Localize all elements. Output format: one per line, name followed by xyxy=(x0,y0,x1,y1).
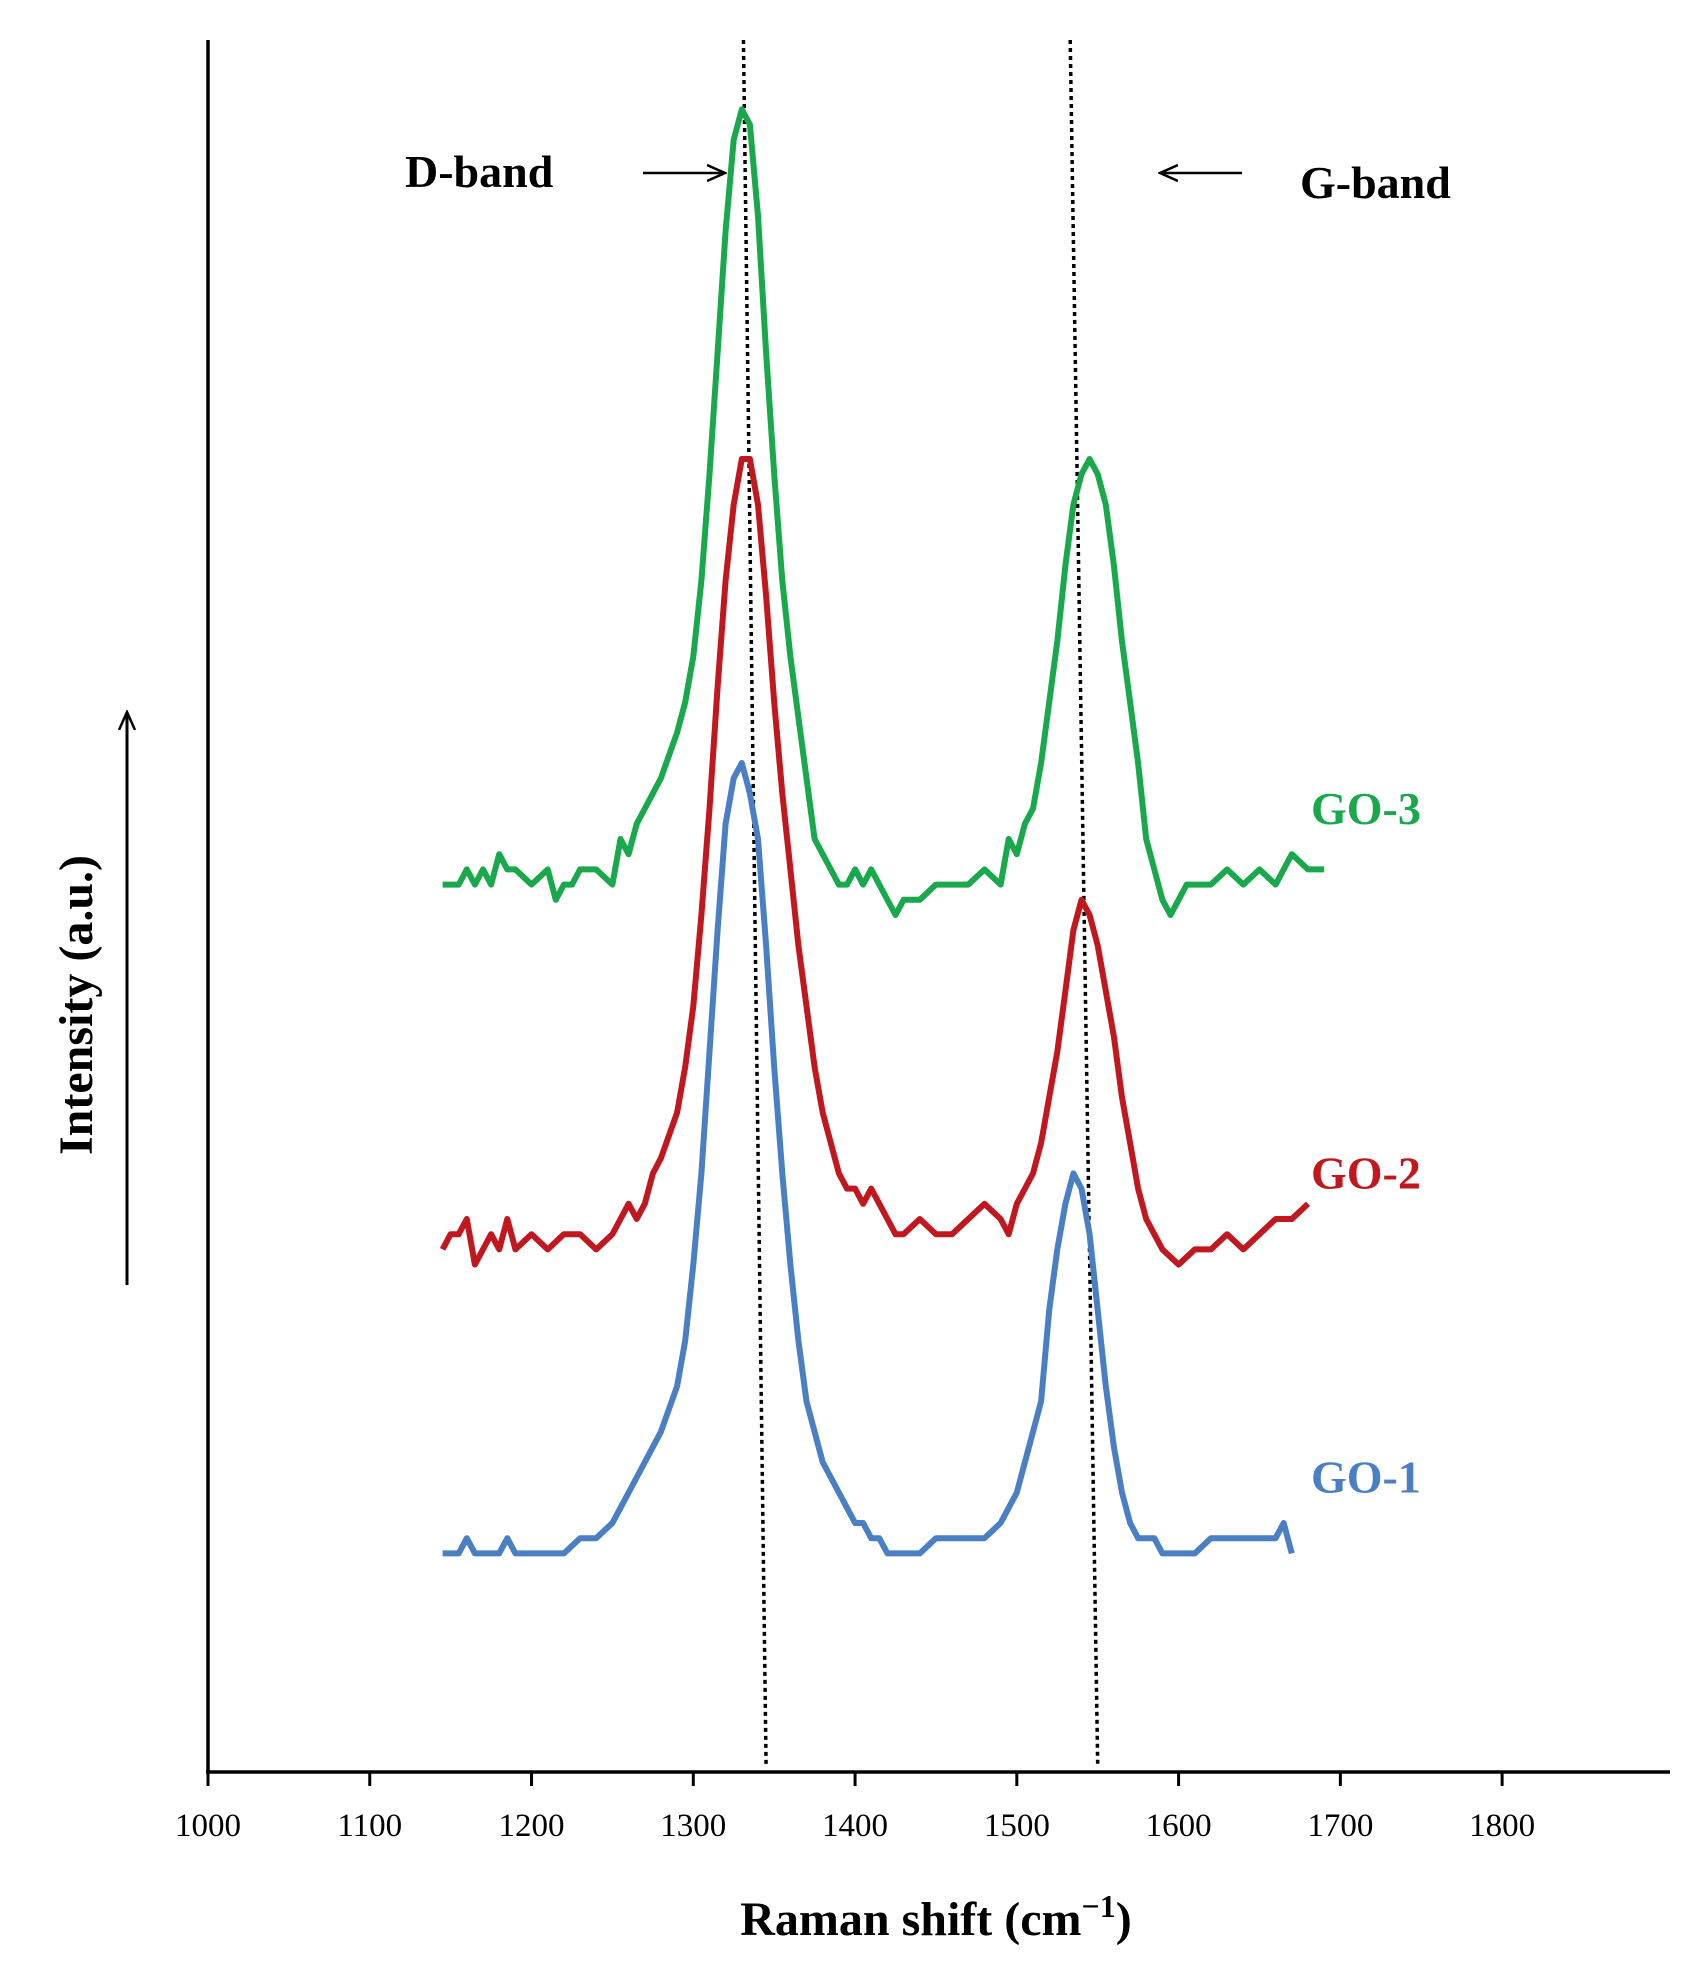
g-band-label: G-band xyxy=(1300,157,1451,208)
x-axis-title-close: ) xyxy=(1116,1893,1132,1946)
x-tick-group: 1000 1100 1200 1300 1400 1500 1600 1700 1800 xyxy=(175,1772,1535,1844)
x-tick-label: 1200 xyxy=(499,1808,565,1844)
y-axis-title: Intensity (a.u.) xyxy=(50,855,103,1155)
x-axis-title-superscript: −1 xyxy=(1082,1888,1116,1924)
raman-spectra-chart: 1000 1100 1200 1300 1400 1500 1600 1700 1800 GO-… xyxy=(0,0,1703,1972)
x-tick-label: 1700 xyxy=(1307,1808,1373,1844)
x-axis-title: Raman shift (cm−1) xyxy=(740,1888,1132,1946)
d-band-label: D-band xyxy=(405,146,554,197)
series-line-go-3 xyxy=(443,109,1325,915)
x-tick-label: 1100 xyxy=(337,1808,402,1844)
series-label-go-1: GO-1 xyxy=(1311,1452,1421,1503)
x-axis-title-main: Raman shift (cm xyxy=(740,1893,1081,1946)
series-label-go-2: GO-2 xyxy=(1311,1148,1421,1199)
x-tick-label: 1600 xyxy=(1146,1808,1212,1844)
x-tick-label: 1300 xyxy=(660,1808,726,1844)
x-tick-label: 1000 xyxy=(175,1808,241,1844)
series-label-go-3: GO-3 xyxy=(1311,783,1421,834)
x-tick-label: 1400 xyxy=(822,1808,888,1844)
series-line-go-2 xyxy=(443,459,1308,1265)
series-labels: GO-3 GO-2 GO-1 xyxy=(1311,783,1421,1503)
x-tick-label: 1500 xyxy=(984,1808,1050,1844)
x-tick-label: 1800 xyxy=(1469,1808,1535,1844)
spectra-series xyxy=(443,109,1325,1553)
